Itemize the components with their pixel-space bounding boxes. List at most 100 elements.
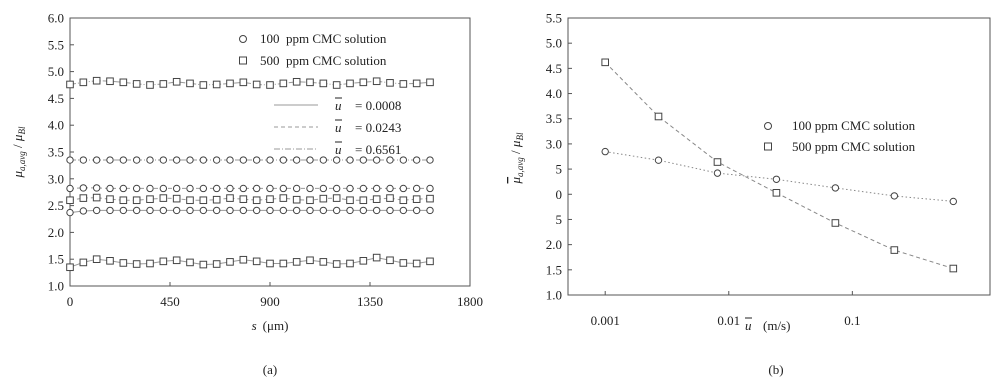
legend-a-u-1: u: [335, 98, 342, 113]
svg-text:μa,avg / μBl: μa,avg / μBl: [508, 132, 525, 184]
chart-b-ylabel-slash: /: [508, 147, 523, 157]
chart-a-series-0-point: [159, 80, 168, 88]
chart-a-series-4-point: [386, 206, 394, 215]
chart-a-series-5-point: [426, 257, 434, 266]
chart-a-series-4-point: [306, 206, 314, 215]
chart-a-series-4-point: [186, 206, 194, 215]
chart-a-series-1-point: [332, 156, 341, 164]
chart-a-series-0-point: [79, 78, 88, 87]
chart-a-legend: 100 ppm CMC solution 500 ppm CMC solutio…: [239, 31, 401, 157]
chart-b-x-axis-label: u (m/s): [745, 317, 790, 333]
chart-a-y-tick-label: 5.5: [48, 37, 64, 52]
chart-a-series-5-point: [172, 256, 181, 265]
chart-a-series-5-point: [412, 259, 421, 268]
chart-b-y-tick-label: 5.0: [546, 36, 562, 51]
chart-b-plot-frame: [567, 17, 991, 296]
chart-a-series-1-point: [132, 156, 141, 164]
chart-a-x-tick-label: 0: [67, 294, 74, 309]
chart-a-series-4-point: [359, 206, 368, 215]
chart-a-series-3-point: [332, 194, 341, 202]
chart-b-markers: [601, 58, 958, 273]
chart-a-series-5-point: [359, 257, 368, 265]
chart-a-series-2-point: [279, 184, 288, 193]
chart-a-series-3-point: [186, 196, 194, 205]
chart-a-series-0-line: [69, 80, 431, 86]
chart-a-series-4-point: [199, 206, 208, 215]
chart-b-series-1-point: [949, 264, 958, 273]
chart-a-series-4-point: [172, 206, 181, 215]
chart-a-series-4-point: [79, 207, 88, 215]
chart-a-series-1-point: [119, 156, 128, 164]
chart-a-series-3-point: [106, 195, 114, 203]
chart-a-series-3-point: [212, 195, 221, 204]
chart-a-series-0-point: [66, 80, 74, 89]
chart-a-series-4-point: [252, 206, 261, 215]
chart-a-series-2-point: [399, 184, 408, 193]
chart-a-series-3-point: [199, 196, 208, 205]
chart-b-series-lines: [604, 61, 954, 269]
legend-a-u-3: u: [335, 142, 342, 157]
chart-a-series-1-point: [386, 156, 394, 164]
chart-a-series-0-point: [132, 80, 141, 88]
chart-a-series-5-point: [92, 255, 101, 263]
chart-a-series-4-line: [69, 209, 430, 214]
chart-a-series-5-point: [186, 258, 194, 267]
chart-a-x-tick-label: 1350: [357, 294, 383, 309]
chart-a-series-0-point: [399, 80, 408, 88]
legend-a-value-1: = 0.0008: [355, 98, 401, 113]
chart-a-series-0-point: [386, 79, 394, 87]
chart-a-series-4-point: [106, 206, 114, 215]
chart-a-series-2-point: [146, 184, 154, 193]
chart-a-series-4-point: [412, 206, 421, 215]
chart-a-series-5-point: [119, 259, 128, 267]
chart-a-series-0-point: [292, 77, 301, 86]
chart-a-series-5-point: [66, 263, 74, 272]
chart-a-series-2-point: [92, 184, 101, 192]
chart-a-series-1-point: [66, 156, 74, 164]
chart-a-series-5-point: [306, 256, 314, 265]
chart-a-x-tick-label: 450: [160, 294, 180, 309]
chart-a-series-0-point: [239, 78, 248, 87]
chart-a-series-1-point: [159, 156, 168, 164]
chart-a-series-0-point: [279, 79, 288, 88]
chart-a-x-tick-label: 900: [260, 294, 280, 309]
legend-b-label-500ppm: 500 ppm CMC solution: [792, 139, 916, 154]
chart-a-series-5-point: [79, 258, 88, 267]
chart-a-series-1-point: [172, 156, 181, 164]
chart-a-series-0-point: [346, 79, 354, 88]
chart-b-y-tick-label: 5: [556, 162, 563, 177]
chart-a-y-tick-label: 1.0: [48, 279, 64, 294]
chart-b-series-1-point: [772, 189, 781, 197]
chart-a-series-5-point: [266, 259, 274, 268]
chart-a-series-5-point: [399, 259, 408, 267]
chart-a-series-0-point: [92, 76, 101, 85]
chart-a-series-2-point: [132, 184, 141, 193]
chart-a-x-axis-label: s (μm): [252, 318, 289, 333]
chart-a-series-3-line: [69, 197, 431, 201]
svg-text:μa,avg / μBl: μa,avg / μBl: [10, 126, 27, 178]
chart-a-series-2-point: [172, 184, 181, 193]
chart-a-series-2-point: [332, 184, 341, 193]
chart-a-series-4-point: [319, 206, 328, 215]
chart-a-y-tick-label: 6.0: [48, 11, 64, 26]
chart-a-y-tick-label: 3.0: [48, 171, 64, 186]
chart-a-series-2-point: [306, 184, 314, 193]
chart-a-series-1-point: [199, 156, 208, 164]
chart-a-series-0-point: [319, 79, 328, 88]
chart-a-series-4-point: [92, 206, 101, 215]
chart-a-series-0-point: [332, 81, 341, 89]
chart-a-series-3-point: [119, 196, 128, 205]
chart-a-series-1-point: [92, 156, 101, 164]
chart-b-xlabel-unit: (m/s): [763, 318, 790, 333]
legend-a-label-100ppm: 100 ppm CMC solution: [260, 31, 387, 46]
chart-a-series-4-point: [332, 206, 341, 215]
chart-a-series-2-point: [386, 184, 394, 193]
chart-a-y-ticks: 1.0 1.5 2.0 2.5 3.0 3.5 4.0 4.5 5.0 5.5 6.0: [48, 11, 74, 294]
chart-a-series-0-point: [186, 79, 194, 88]
chart-a-series-3-point: [172, 194, 181, 203]
chart-a-series-3-point: [346, 196, 354, 205]
chart-a-series-2-point: [212, 184, 221, 193]
chart-a-series-2-point: [359, 184, 368, 193]
chart-a-series-4-point: [212, 206, 221, 215]
chart-a-series-3-point: [399, 196, 408, 205]
